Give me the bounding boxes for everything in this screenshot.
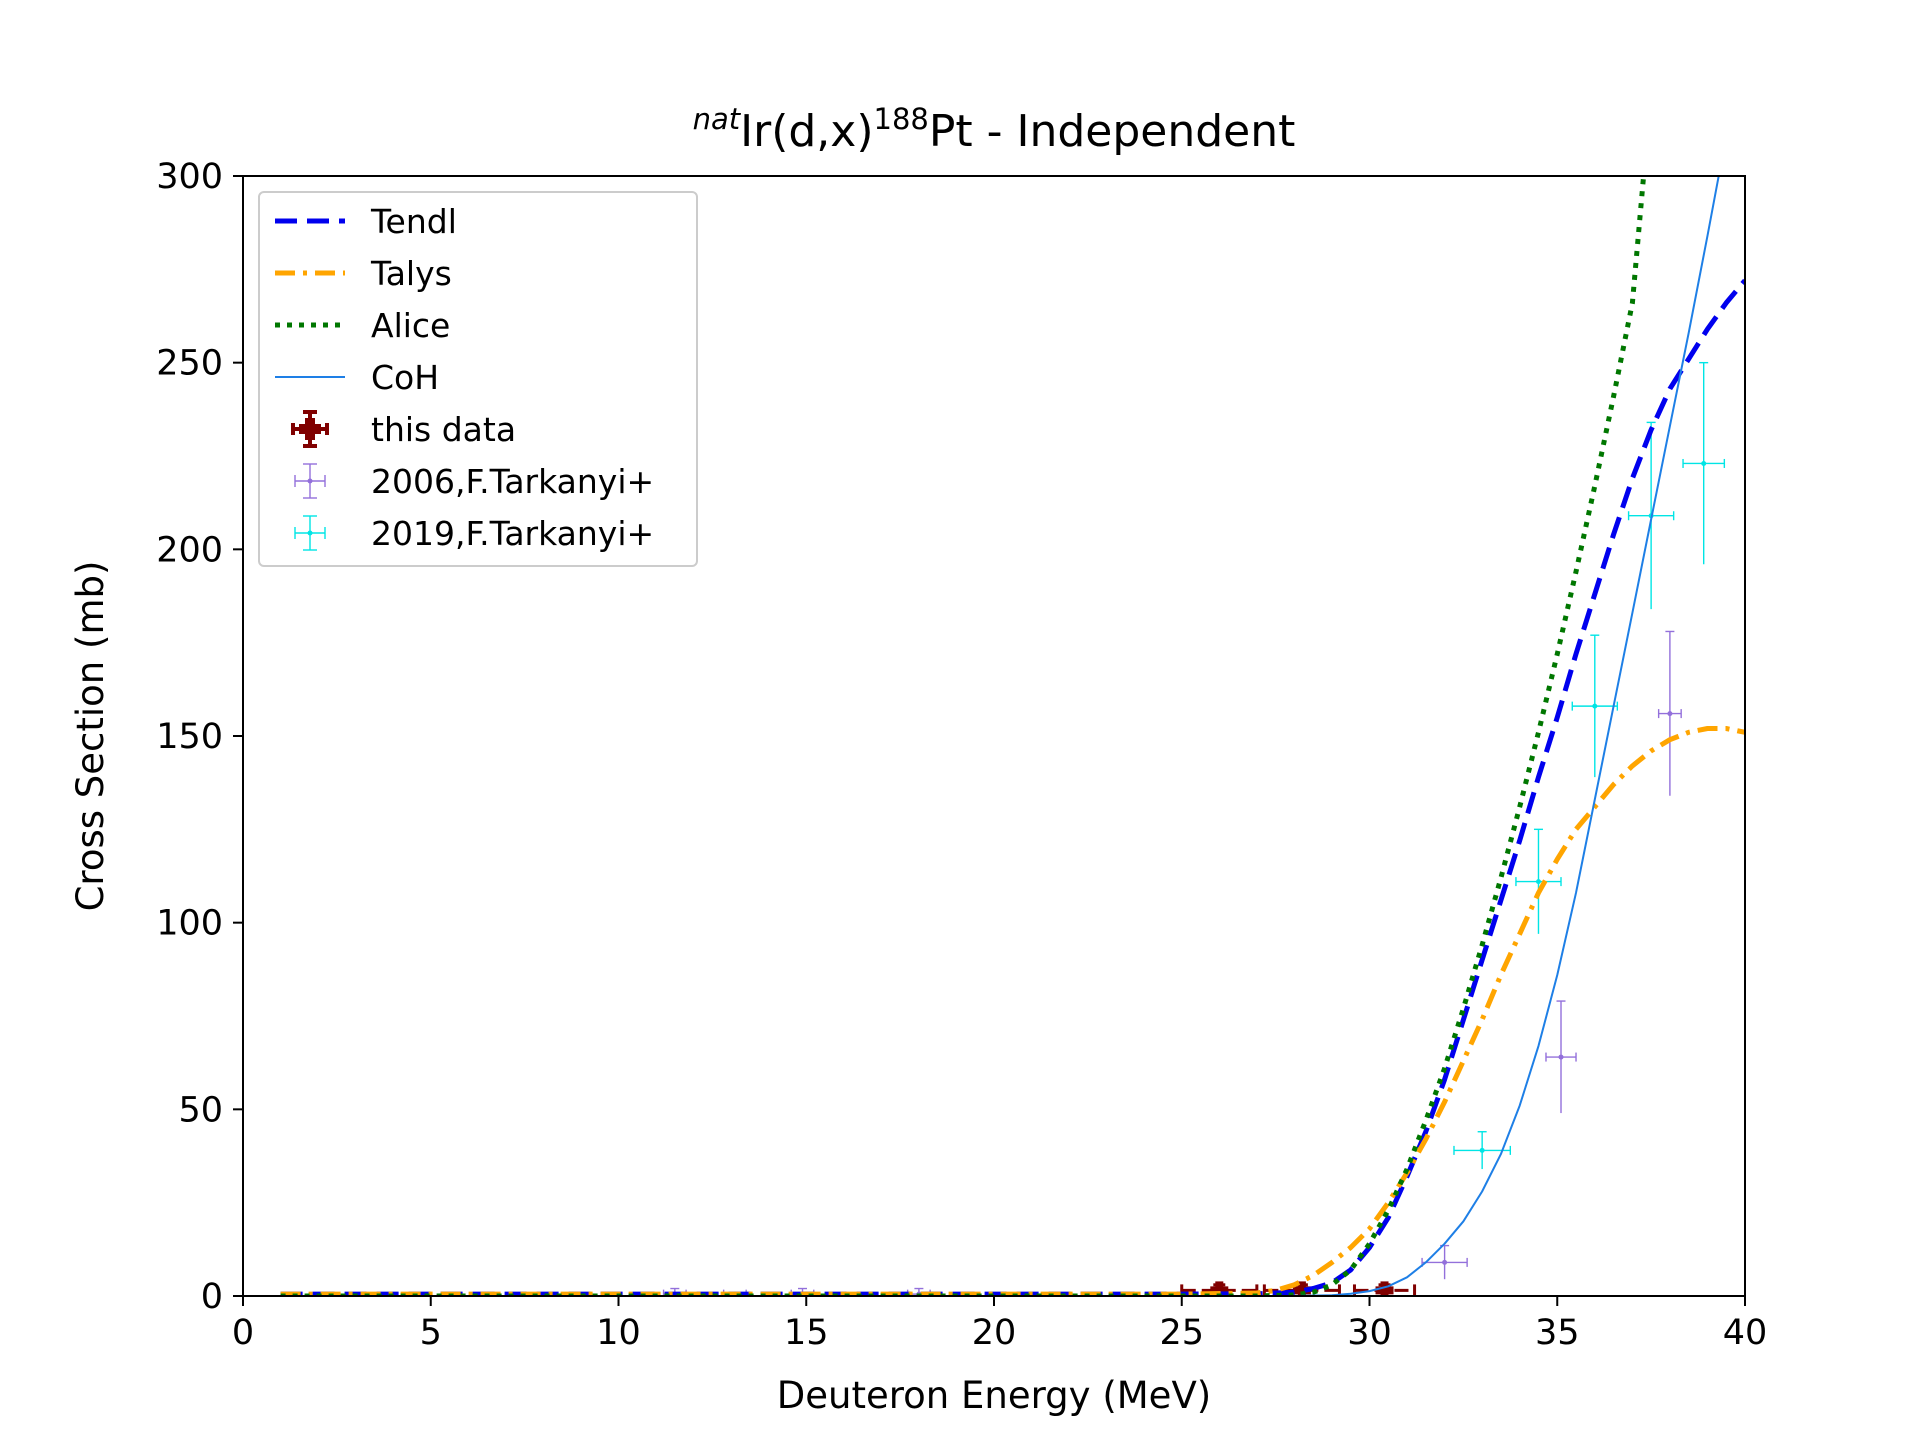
legend: Tendl Talys Alice CoH this data 2006,F.Tarkan… <box>258 191 698 567</box>
y-axis-label: Cross Section (mb) <box>69 561 112 912</box>
series-line-talys <box>280 726 1745 1296</box>
legend-item-2019-f-tarkanyi: 2019,F.Tarkanyi+ <box>294 514 654 553</box>
x-tick-label-5: 25 <box>1159 1313 1204 1353</box>
series-line-tendl <box>280 278 1745 1296</box>
legend-item-2006-f-tarkanyi: 2006,F.Tarkanyi+ <box>294 462 654 501</box>
x-tick-label-2: 10 <box>596 1313 641 1353</box>
title-suffix: Pt - Independent <box>929 106 1296 157</box>
chart-title: natIr(d,x)188Pt - Independent <box>693 102 1296 157</box>
2019-f-tarkanyi-point-2 <box>1571 634 1619 778</box>
2006-f-tarkanyi-point-5 <box>1545 1000 1577 1114</box>
plot-area <box>280 176 1745 1296</box>
x-tick-label-7: 35 <box>1535 1313 1580 1353</box>
legend-item-coh: CoH <box>275 358 439 397</box>
2006-f-tarkanyi-point-4 <box>1421 1244 1468 1280</box>
x-tick-label-4: 20 <box>972 1313 1017 1353</box>
legend-swatch-this-data <box>291 410 329 448</box>
y-tick-label-0: 0 <box>201 1277 223 1317</box>
series-line-alice <box>280 176 1647 1296</box>
x-tick-label-6: 30 <box>1347 1313 1392 1353</box>
this-data-point-2 <box>1352 1281 1417 1296</box>
legend-item-talys: Talys <box>275 254 452 293</box>
points-2006-f-tarkanyi <box>662 630 1682 1296</box>
legend-label-2019-f-tarkanyi: 2019,F.Tarkanyi+ <box>371 514 654 553</box>
x-tick-label-8: 40 <box>1723 1313 1768 1353</box>
points-2019-f-tarkanyi <box>1453 361 1726 1170</box>
this-data-point-0 <box>1180 1281 1259 1296</box>
y-tick-label-3: 150 <box>156 717 223 757</box>
title-sup-nat: nat <box>693 102 742 136</box>
x-tick-label-0: 0 <box>232 1313 254 1353</box>
legend-label-this-data: this data <box>371 410 516 449</box>
y-tick-label-4: 200 <box>156 530 223 570</box>
y-tick-label-5: 250 <box>156 344 223 384</box>
legend-swatch-2006-f-tarkanyi <box>294 463 326 499</box>
title-sup-188: 188 <box>874 102 929 136</box>
x-axis-label: Deuteron Energy (MeV) <box>777 1374 1211 1417</box>
2006-f-tarkanyi-point-6 <box>1657 630 1682 796</box>
legend-item-this-data: this data <box>291 410 516 449</box>
title-main: Ir(d,x) <box>740 106 873 157</box>
series-line-coh <box>280 176 1720 1296</box>
legend-label-2006-f-tarkanyi: 2006,F.Tarkanyi+ <box>371 462 654 501</box>
points-this-data <box>1180 1281 1417 1296</box>
legend-frame <box>258 191 698 567</box>
y-tick-label-1: 50 <box>178 1090 223 1130</box>
axis-ticks: 0 5 10 15 20 25 30 35 40 0 50 100 150 200 250 300 <box>156 157 1767 1353</box>
2019-f-tarkanyi-point-4 <box>1682 361 1726 565</box>
x-tick-label-1: 5 <box>420 1313 442 1353</box>
y-tick-label-2: 100 <box>156 904 223 944</box>
legend-label-alice: Alice <box>371 306 450 345</box>
legend-item-tendl: Tendl <box>275 202 457 241</box>
legend-label-coh: CoH <box>371 358 439 397</box>
2019-f-tarkanyi-point-0 <box>1453 1131 1512 1170</box>
legend-swatch-2019-f-tarkanyi <box>294 515 326 551</box>
legend-label-tendl: Tendl <box>370 202 457 241</box>
x-tick-label-3: 15 <box>784 1313 829 1353</box>
legend-item-alice: Alice <box>275 306 450 345</box>
y-tick-label-6: 300 <box>156 157 223 197</box>
2019-f-tarkanyi-point-1 <box>1515 828 1562 934</box>
legend-label-talys: Talys <box>370 254 452 293</box>
